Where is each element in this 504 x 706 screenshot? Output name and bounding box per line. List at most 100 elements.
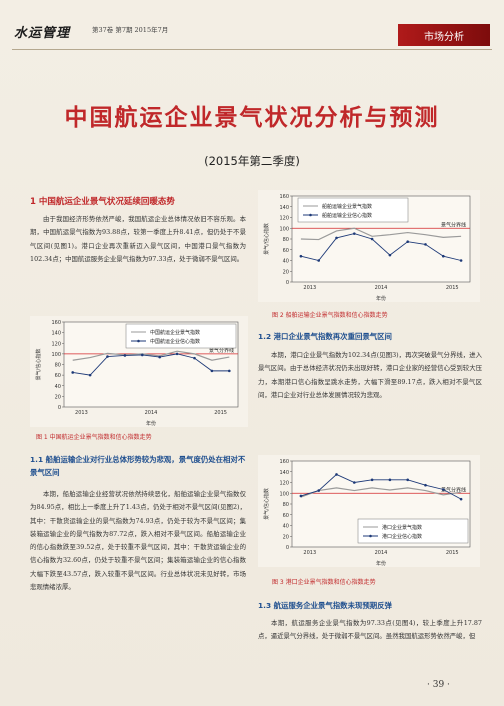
legend-box	[125, 323, 237, 349]
series-line	[300, 487, 462, 498]
chart-3: 0 20 40 60 80 100 120 140 160 景气/信心指数 年份 2013 2014 20…	[258, 455, 480, 567]
data-point	[335, 236, 338, 240]
legend-marker	[309, 213, 312, 217]
chart-1-caption: 图 1 中国航运企业景气指数和信心指数走势	[36, 434, 152, 441]
y-tick-label: 20	[283, 269, 289, 275]
y-axis-label: 景气/信心指数	[263, 488, 270, 520]
data-point	[442, 254, 445, 258]
series-line	[300, 473, 462, 500]
data-point	[210, 369, 214, 373]
threshold-label: 景气分界线	[209, 347, 234, 354]
journal-logo: 水运管理	[14, 26, 71, 41]
x-tick-label: 2015	[214, 410, 227, 416]
data-point	[317, 489, 320, 492]
x-tick-label: 2014	[375, 285, 388, 291]
y-tick-label: 40	[283, 259, 289, 265]
threshold-label: 景气分界线	[441, 486, 466, 493]
y-tick-label: 140	[279, 205, 289, 211]
y-tick-label: 40	[283, 524, 289, 530]
threshold-label: 景气分界线	[441, 221, 466, 228]
section-1-3-text: 本期，航运服务企业景气指数为97.33点(见图4)，较上季度上升17.87点，逼…	[258, 619, 482, 641]
data-point	[424, 483, 427, 487]
legend-label: 港口企业信心指数	[382, 533, 422, 540]
y-tick-label: 0	[58, 405, 61, 411]
y-tick-label: 60	[55, 373, 61, 379]
data-point	[193, 356, 196, 360]
section-1-2-heading: 1.2 港口企业景气指数再次重回景气区间	[258, 332, 392, 341]
data-point	[335, 473, 338, 476]
chart-2: 0 20 40 60 80 100 120 140 160 景气/信心指数 年份 2013 2014 20…	[258, 190, 480, 302]
y-axis-label: 景气/信心指数	[35, 349, 42, 381]
issue-info: 第37卷 第7期 2015年7月	[92, 26, 169, 34]
article-subtitle: (2015年第二季度)	[204, 154, 300, 168]
article-title: 中国航运企业景气状况分析与预测	[64, 104, 440, 131]
section-1-3-heading: 1.3 航运服务企业景气指数未现预期反弹	[258, 601, 392, 610]
x-tick-label: 2015	[446, 550, 459, 556]
section-1-1-text: 本期，船舶运输企业经营状况依然持续恶化，船舶运输企业景气指数仅为84.95点，相…	[30, 490, 246, 592]
x-tick-label: 2015	[446, 285, 459, 291]
section-banner: 市场分析	[398, 24, 490, 46]
y-tick-label: 140	[51, 331, 61, 337]
chart-1: 0 20 40 60 80 100 120 140 160 景气/信心指数 年份 2013 2014 20…	[30, 316, 248, 427]
y-tick-label: 60	[283, 248, 289, 254]
y-tick-label: 100	[279, 226, 289, 232]
y-tick-label: 80	[283, 502, 289, 508]
x-axis-label: 年份	[146, 420, 156, 427]
y-tick-label: 160	[279, 194, 289, 200]
x-tick-label: 2013	[303, 550, 316, 556]
y-tick-label: 160	[51, 320, 61, 326]
data-point	[158, 355, 161, 359]
y-tick-label: 80	[283, 237, 289, 243]
section-1-text: 由于我国经济形势依然严峻，我国航运企业总体情况依旧不容乐观。本期，中国航运景气指…	[30, 215, 246, 263]
y-tick-label: 0	[286, 545, 289, 551]
series-line	[300, 227, 462, 241]
section-1-1-heading: 1.1 船舶运输企业对行业总体形势较为悲观，景气度仍处在相对不景气区间	[30, 455, 246, 477]
y-tick-label: 40	[55, 384, 61, 390]
legend-marker	[369, 534, 372, 538]
x-tick-label: 2014	[145, 410, 158, 416]
data-point	[442, 488, 445, 491]
legend-box	[357, 518, 469, 544]
legend-marker	[137, 339, 140, 343]
data-point	[123, 354, 127, 357]
y-tick-label: 120	[279, 216, 289, 222]
data-point	[71, 371, 74, 374]
y-axis-label: 景气/信心指数	[263, 223, 270, 255]
legend-label: 船舶运输企业信心指数	[322, 212, 372, 219]
data-point	[353, 481, 356, 484]
y-tick-label: 80	[55, 363, 61, 369]
data-point	[459, 497, 463, 501]
data-point	[141, 353, 144, 357]
data-point	[353, 232, 356, 235]
x-tick-label: 2013	[75, 410, 88, 416]
data-point	[388, 478, 392, 482]
series-line	[72, 353, 230, 376]
y-tick-label: 0	[286, 280, 289, 286]
legend-label: 船舶运输企业景气指数	[322, 203, 372, 210]
data-point	[88, 373, 92, 377]
chart-2-caption: 图 2 船舶运输企业景气指数和信心指数走势	[272, 312, 388, 319]
section-1-2-text: 本期，港口企业景气指数为102.34点(见图3)，再次突破景气分界线，进入景气区…	[258, 351, 482, 399]
data-point	[370, 237, 374, 241]
legend-label: 港口企业景气指数	[382, 524, 422, 531]
y-tick-label: 120	[51, 341, 61, 347]
y-tick-label: 60	[283, 513, 289, 519]
x-tick-label: 2013	[303, 285, 316, 291]
data-point	[299, 254, 303, 258]
data-point	[459, 259, 463, 262]
data-point	[228, 369, 231, 373]
data-point	[317, 259, 320, 262]
data-point	[406, 478, 409, 482]
series-line	[300, 233, 462, 262]
data-point	[299, 494, 303, 498]
data-point	[388, 253, 392, 257]
y-tick-label: 100	[279, 491, 289, 497]
y-tick-label: 140	[279, 470, 289, 476]
x-axis-label: 年份	[376, 560, 386, 567]
data-point	[106, 355, 109, 358]
data-point	[406, 240, 409, 243]
legend-box	[297, 197, 409, 223]
y-tick-label: 20	[283, 534, 289, 540]
